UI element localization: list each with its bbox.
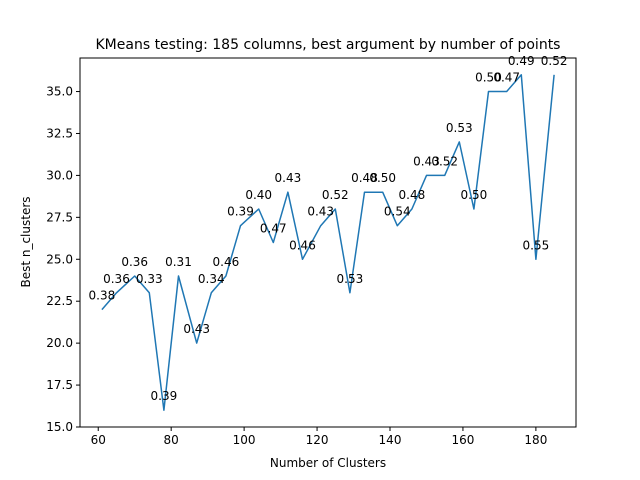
data-label: 0.43 xyxy=(413,154,440,168)
data-label: 0.36 xyxy=(121,255,148,269)
data-label: 0.50 xyxy=(369,171,396,185)
data-label: 0.50 xyxy=(461,188,488,202)
y-tick-label: 32.5 xyxy=(46,126,73,140)
data-label: 0.53 xyxy=(337,272,364,286)
x-tick-label: 140 xyxy=(379,433,402,447)
data-label: 0.36 xyxy=(103,272,130,286)
x-tick-label: 160 xyxy=(451,433,474,447)
series-line xyxy=(101,74,555,411)
x-tick-label: 80 xyxy=(164,433,179,447)
y-tick-label: 35.0 xyxy=(46,85,73,99)
data-label: 0.38 xyxy=(89,289,116,303)
y-tick-label: 20.0 xyxy=(46,336,73,350)
data-label: 0.52 xyxy=(541,54,568,68)
data-label: 0.43 xyxy=(307,205,334,219)
data-label: 0.46 xyxy=(289,238,316,252)
y-tick-label: 27.5 xyxy=(46,210,73,224)
data-label: 0.39 xyxy=(151,389,178,403)
y-tick-label: 25.0 xyxy=(46,252,73,266)
data-label: 0.52 xyxy=(431,154,458,168)
y-tick-label: 17.5 xyxy=(46,378,73,392)
data-label: 0.52 xyxy=(322,188,349,202)
data-label: 0.46 xyxy=(213,255,240,269)
y-tick-label: 30.0 xyxy=(46,168,73,182)
y-axis-label: Best n_clusters xyxy=(19,196,33,287)
chart-title: KMeans testing: 185 columns, best argume… xyxy=(96,37,561,53)
data-label: 0.47 xyxy=(493,71,520,85)
data-label: 0.34 xyxy=(198,272,225,286)
data-label: 0.53 xyxy=(446,121,473,135)
y-tick-label: 22.5 xyxy=(46,294,73,308)
data-label: 0.31 xyxy=(165,255,192,269)
data-label: 0.47 xyxy=(260,222,287,236)
y-tick-label: 15.0 xyxy=(46,420,73,434)
data-label: 0.54 xyxy=(384,205,411,219)
x-axis-label: Number of Clusters xyxy=(270,456,386,470)
data-label: 0.50 xyxy=(475,71,502,85)
data-label: 0.48 xyxy=(351,171,378,185)
data-label: 0.43 xyxy=(183,322,210,336)
data-label: 0.40 xyxy=(245,188,272,202)
x-tick-label: 100 xyxy=(233,433,256,447)
x-tick-label: 120 xyxy=(306,433,329,447)
data-label: 0.49 xyxy=(508,54,535,68)
x-tick-label: 60 xyxy=(91,433,106,447)
plot-frame xyxy=(79,57,577,428)
data-label: 0.43 xyxy=(275,171,302,185)
x-tick-label: 180 xyxy=(524,433,547,447)
data-label: 0.33 xyxy=(136,272,163,286)
data-label: 0.55 xyxy=(523,238,550,252)
data-label: 0.48 xyxy=(399,188,426,202)
data-label: 0.39 xyxy=(227,205,254,219)
